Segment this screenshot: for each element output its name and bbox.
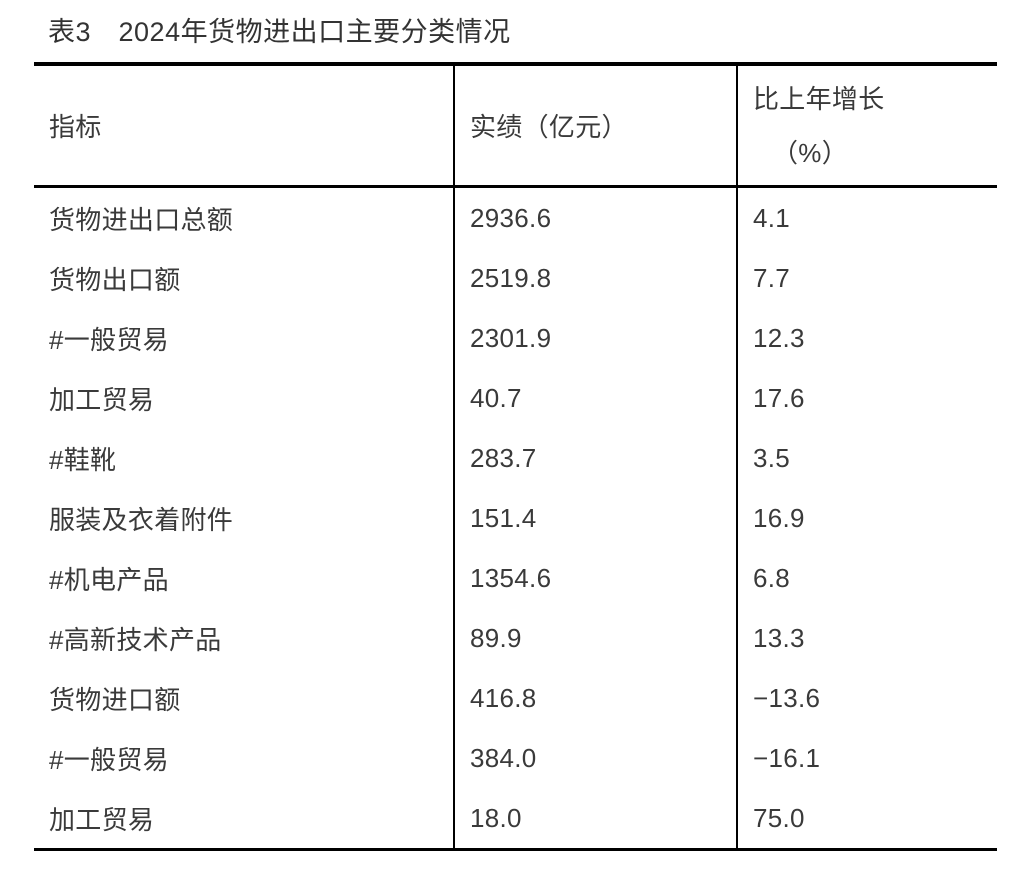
header-value: 实绩（亿元） (453, 66, 736, 188)
header-growth-line1: 比上年增长 (753, 83, 885, 114)
cell-growth: −13.6 (736, 668, 997, 728)
cell-growth: 7.7 (736, 248, 997, 308)
cell-growth: 6.8 (736, 548, 997, 608)
cell-growth: 4.1 (736, 188, 997, 248)
header-indicator: 指标 (34, 66, 453, 188)
cell-growth: 17.6 (736, 368, 997, 428)
cell-indicator: 加工贸易 (49, 384, 155, 415)
cell-indicator: 货物进口额 (49, 684, 181, 715)
cell-growth: 12.3 (736, 308, 997, 368)
cell-value: 416.8 (453, 668, 736, 728)
cell-value: 1354.6 (453, 548, 736, 608)
cell-value: 384.0 (453, 728, 736, 788)
cell-value: 89.9 (453, 608, 736, 668)
cell-value: 40.7 (453, 368, 736, 428)
cell-growth: 16.9 (736, 488, 997, 548)
cell-growth: 75.0 (736, 788, 997, 848)
cell-indicator: 服装及衣着附件 (49, 504, 234, 535)
cell-value: 151.4 (453, 488, 736, 548)
cell-indicator: 加工贸易 (49, 804, 155, 835)
cell-indicator: 货物出口额 (49, 264, 181, 295)
header-growth-line2: （%） (772, 137, 849, 168)
cell-value: 283.7 (453, 428, 736, 488)
cell-value: 2301.9 (453, 308, 736, 368)
cell-indicator: #高新技术产品 (49, 624, 222, 655)
cell-growth: 13.3 (736, 608, 997, 668)
cell-value: 2936.6 (453, 188, 736, 248)
cell-indicator: 货物进出口总额 (49, 204, 234, 235)
table-title: 表3 2024年货物进出口主要分类情况 (48, 17, 511, 47)
header-growth: 比上年增长 （%） (736, 66, 997, 188)
cell-value: 18.0 (453, 788, 736, 848)
cell-indicator: #一般贸易 (49, 324, 169, 355)
cell-indicator: #机电产品 (49, 564, 169, 595)
data-table: 指标 实绩（亿元） 比上年增长 （%） 货物进出口总额 2936.6 4.1 货… (34, 62, 997, 851)
cell-indicator: #一般贸易 (49, 744, 169, 775)
cell-value: 2519.8 (453, 248, 736, 308)
cell-growth: −16.1 (736, 728, 997, 788)
cell-growth: 3.5 (736, 428, 997, 488)
cell-indicator: #鞋靴 (49, 444, 117, 475)
